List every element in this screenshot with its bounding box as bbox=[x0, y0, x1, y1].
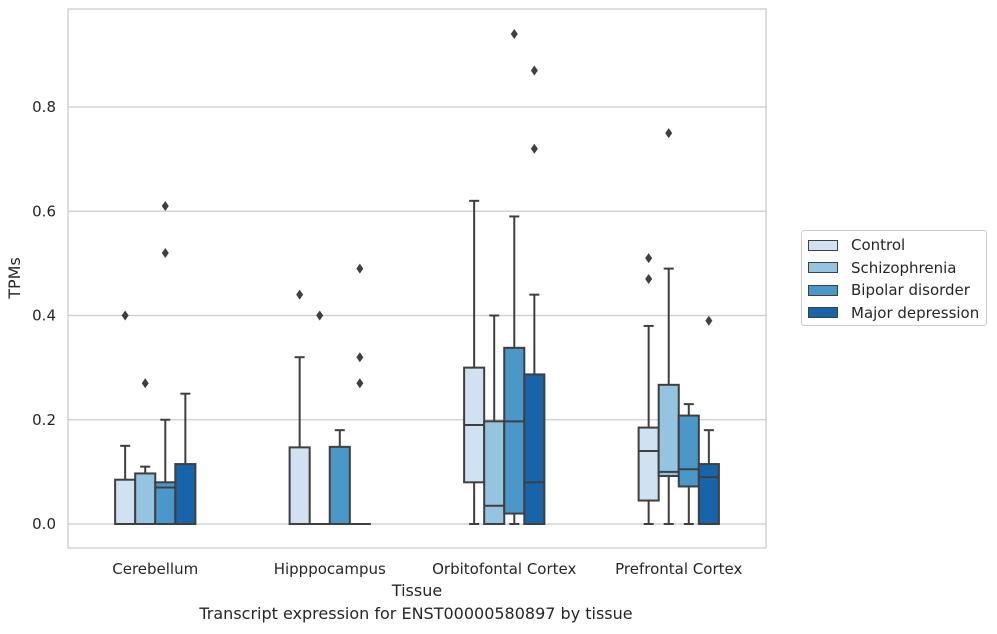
chart-caption: Transcript expression for ENST0000058089… bbox=[199, 604, 633, 623]
legend-swatch bbox=[808, 284, 838, 296]
outlier-point bbox=[530, 143, 538, 154]
box-iqr bbox=[328, 445, 351, 526]
legend-swatch bbox=[808, 262, 838, 273]
box-iqr bbox=[697, 463, 720, 525]
box-control bbox=[463, 199, 486, 525]
outlier-point bbox=[665, 128, 673, 139]
outlier-point bbox=[705, 315, 713, 326]
box-major-depression bbox=[174, 392, 197, 525]
box-iqr bbox=[523, 373, 546, 525]
x-tick-label: Hipppocampus bbox=[274, 560, 386, 578]
y-axis-label: TPMs bbox=[5, 257, 24, 300]
legend-label: Control bbox=[851, 236, 906, 254]
box-iqr bbox=[657, 383, 680, 478]
box-control bbox=[114, 310, 137, 526]
legend-item: Bipolar disorder bbox=[808, 280, 970, 300]
legend: Control Schizophrenia Bipolar disorder Majo… bbox=[801, 230, 987, 326]
outlier-point bbox=[121, 310, 129, 321]
box-iqr bbox=[637, 426, 660, 502]
plot-frame bbox=[67, 8, 767, 549]
outlier-point bbox=[645, 274, 653, 285]
outlier-point bbox=[356, 263, 364, 274]
box-bipolar-disorder bbox=[677, 403, 700, 525]
y-tick-label: 0.4 bbox=[32, 307, 56, 325]
box-major-depression bbox=[523, 65, 546, 525]
box-schizophrenia bbox=[657, 128, 680, 525]
box-bipolar-disorder bbox=[154, 201, 177, 525]
legend-label: Schizophrenia bbox=[851, 258, 957, 277]
x-tick-label: Prefrontal Cortex bbox=[615, 560, 742, 578]
box-bipolar-disorder bbox=[328, 429, 351, 526]
outlier-point bbox=[510, 29, 518, 40]
legend-label: Bipolar disorder bbox=[851, 281, 970, 299]
box-control bbox=[637, 253, 660, 525]
axes: 0.0 0.2 0.4 0.6 0.8 Cerebellum Hipppocampus Orb… bbox=[32, 98, 742, 578]
legend-swatch bbox=[808, 239, 838, 251]
box-iqr bbox=[174, 463, 197, 525]
legend-label: Major depression bbox=[851, 303, 980, 322]
outlier-point bbox=[161, 201, 169, 212]
x-axis-label: Tissue bbox=[391, 581, 442, 600]
y-tick-label: 0.8 bbox=[32, 98, 56, 116]
outlier-point bbox=[141, 378, 149, 389]
outlier-point bbox=[296, 289, 304, 300]
outlier-point bbox=[645, 253, 653, 264]
box-iqr bbox=[134, 472, 157, 525]
box-bipolar-disorder bbox=[503, 29, 526, 525]
box-iqr bbox=[288, 446, 311, 525]
box-major-depression bbox=[348, 263, 371, 526]
box-iqr bbox=[503, 346, 526, 515]
x-tick-label: Cerebellum bbox=[112, 560, 198, 578]
outlier-point bbox=[316, 310, 324, 321]
box-iqr bbox=[677, 414, 700, 488]
box-schizophrenia bbox=[134, 378, 157, 525]
outlier-point bbox=[530, 65, 538, 76]
box-control bbox=[288, 289, 311, 525]
y-tick-label: 0.6 bbox=[32, 202, 56, 220]
y-tick-label: 0.2 bbox=[32, 411, 56, 429]
outlier-point bbox=[356, 352, 364, 363]
y-tick-label: 0.0 bbox=[32, 515, 56, 533]
legend-item: Schizophrenia bbox=[808, 258, 956, 278]
legend-item: Control bbox=[808, 235, 905, 255]
box-major-depression bbox=[697, 315, 720, 525]
x-tick-label: Orbitofontal Cortex bbox=[432, 560, 576, 578]
legend-item: Major depression bbox=[808, 303, 979, 323]
legend-swatch bbox=[808, 307, 838, 318]
boxes bbox=[114, 29, 720, 526]
box-iqr bbox=[483, 420, 506, 525]
box-iqr bbox=[154, 481, 177, 525]
box-schizophrenia bbox=[308, 310, 331, 526]
outlier-point bbox=[356, 378, 364, 389]
box-iqr bbox=[114, 478, 137, 526]
outlier-point bbox=[161, 247, 169, 258]
